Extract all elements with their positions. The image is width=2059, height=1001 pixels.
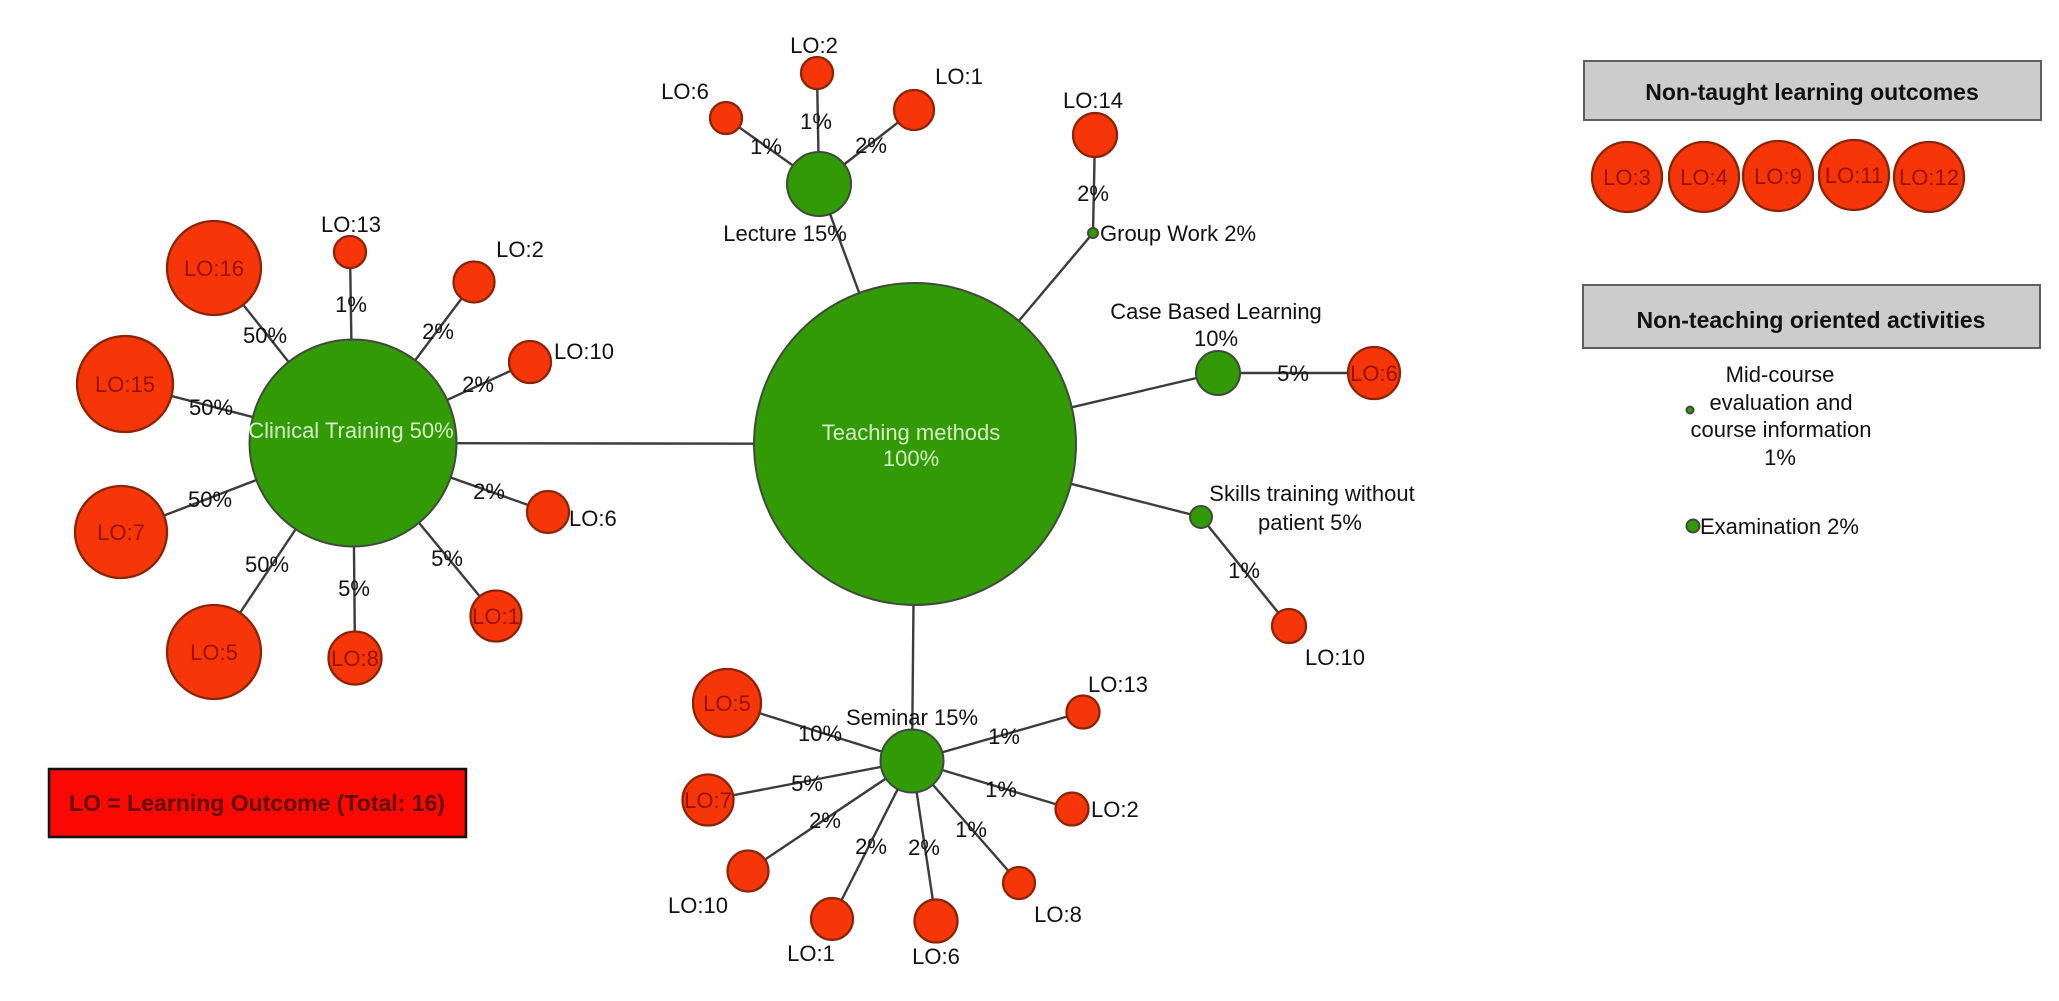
svg-text:LO:4: LO:4 <box>1680 165 1728 190</box>
svg-text:100%: 100% <box>883 446 939 471</box>
svg-text:2%: 2% <box>462 372 494 397</box>
svg-text:Seminar 15%: Seminar 15% <box>846 705 978 730</box>
svg-text:LO:11: LO:11 <box>1825 163 1883 188</box>
svg-text:LO:6: LO:6 <box>661 79 709 104</box>
svg-text:LO:16: LO:16 <box>184 256 244 281</box>
svg-text:2%: 2% <box>855 834 887 859</box>
svg-text:LO:13: LO:13 <box>1088 672 1148 697</box>
svg-text:course information: course information <box>1691 417 1872 442</box>
svg-text:5%: 5% <box>1277 361 1309 386</box>
svg-text:2%: 2% <box>422 319 454 344</box>
svg-text:LO:6: LO:6 <box>569 506 617 531</box>
svg-text:LO:8: LO:8 <box>1034 902 1082 927</box>
svg-text:Non-taught learning outcomes: Non-taught learning outcomes <box>1645 79 1979 105</box>
svg-text:patient 5%: patient 5% <box>1258 510 1362 535</box>
svg-text:2%: 2% <box>855 133 887 158</box>
svg-text:5%: 5% <box>338 576 370 601</box>
svg-text:LO:2: LO:2 <box>790 33 838 58</box>
svg-text:1%: 1% <box>988 724 1020 749</box>
svg-text:LO:2: LO:2 <box>1091 797 1139 822</box>
svg-text:LO:1: LO:1 <box>935 64 983 89</box>
svg-text:LO:15: LO:15 <box>95 372 155 397</box>
svg-text:5%: 5% <box>431 546 463 571</box>
svg-text:50%: 50% <box>189 395 233 420</box>
svg-text:1%: 1% <box>1228 558 1260 583</box>
svg-text:2%: 2% <box>809 808 841 833</box>
svg-text:1%: 1% <box>800 109 832 134</box>
svg-text:LO:1: LO:1 <box>472 604 520 629</box>
svg-text:LO:7: LO:7 <box>97 520 145 545</box>
svg-text:Case Based Learning: Case Based Learning <box>1110 299 1322 324</box>
svg-text:50%: 50% <box>245 552 289 577</box>
svg-text:LO:9: LO:9 <box>1754 164 1802 189</box>
svg-text:LO:6: LO:6 <box>912 944 960 969</box>
svg-text:LO:3: LO:3 <box>1603 165 1651 190</box>
svg-text:2%: 2% <box>1077 181 1109 206</box>
svg-text:10%: 10% <box>1194 326 1238 351</box>
svg-text:1%: 1% <box>750 134 782 159</box>
svg-text:LO:10: LO:10 <box>1305 645 1365 670</box>
svg-text:LO:1: LO:1 <box>787 941 835 966</box>
svg-text:1%: 1% <box>955 817 987 842</box>
svg-text:Lecture 15%: Lecture 15% <box>723 221 847 246</box>
svg-text:LO:7: LO:7 <box>684 788 732 813</box>
svg-text:LO:2: LO:2 <box>496 237 544 262</box>
svg-text:LO:5: LO:5 <box>703 691 751 716</box>
svg-text:LO:10: LO:10 <box>668 893 728 918</box>
svg-text:Examination 2%: Examination 2% <box>1700 514 1859 539</box>
svg-text:evaluation and: evaluation and <box>1709 390 1852 415</box>
svg-text:LO:6: LO:6 <box>1350 361 1398 386</box>
svg-text:2%: 2% <box>473 479 505 504</box>
svg-text:LO:10: LO:10 <box>554 339 614 364</box>
svg-text:LO:12: LO:12 <box>1899 165 1959 190</box>
svg-text:1%: 1% <box>335 292 367 317</box>
svg-text:1%: 1% <box>1764 445 1796 470</box>
svg-text:Non-teaching oriented activiti: Non-teaching oriented activities <box>1637 307 1986 333</box>
svg-text:LO:13: LO:13 <box>321 212 381 237</box>
svg-text:LO:5: LO:5 <box>190 640 238 665</box>
svg-text:LO:14: LO:14 <box>1063 88 1123 113</box>
svg-text:Teaching methods: Teaching methods <box>822 420 1001 445</box>
svg-text:1%: 1% <box>985 777 1017 802</box>
svg-text:LO = Learning Outcome (Total:: LO = Learning Outcome (Total: 16) <box>69 790 445 816</box>
svg-text:50%: 50% <box>243 323 287 348</box>
svg-text:50%: 50% <box>188 487 232 512</box>
svg-text:LO:8: LO:8 <box>331 646 379 671</box>
svg-text:Mid-course: Mid-course <box>1726 362 1835 387</box>
svg-text:5%: 5% <box>791 771 823 796</box>
svg-text:Clinical Training 50%: Clinical Training 50% <box>248 418 453 443</box>
svg-text:Group Work 2%: Group Work 2% <box>1100 221 1256 246</box>
svg-text:Skills training without: Skills training without <box>1209 481 1414 506</box>
svg-text:2%: 2% <box>908 835 940 860</box>
svg-text:10%: 10% <box>798 721 842 746</box>
